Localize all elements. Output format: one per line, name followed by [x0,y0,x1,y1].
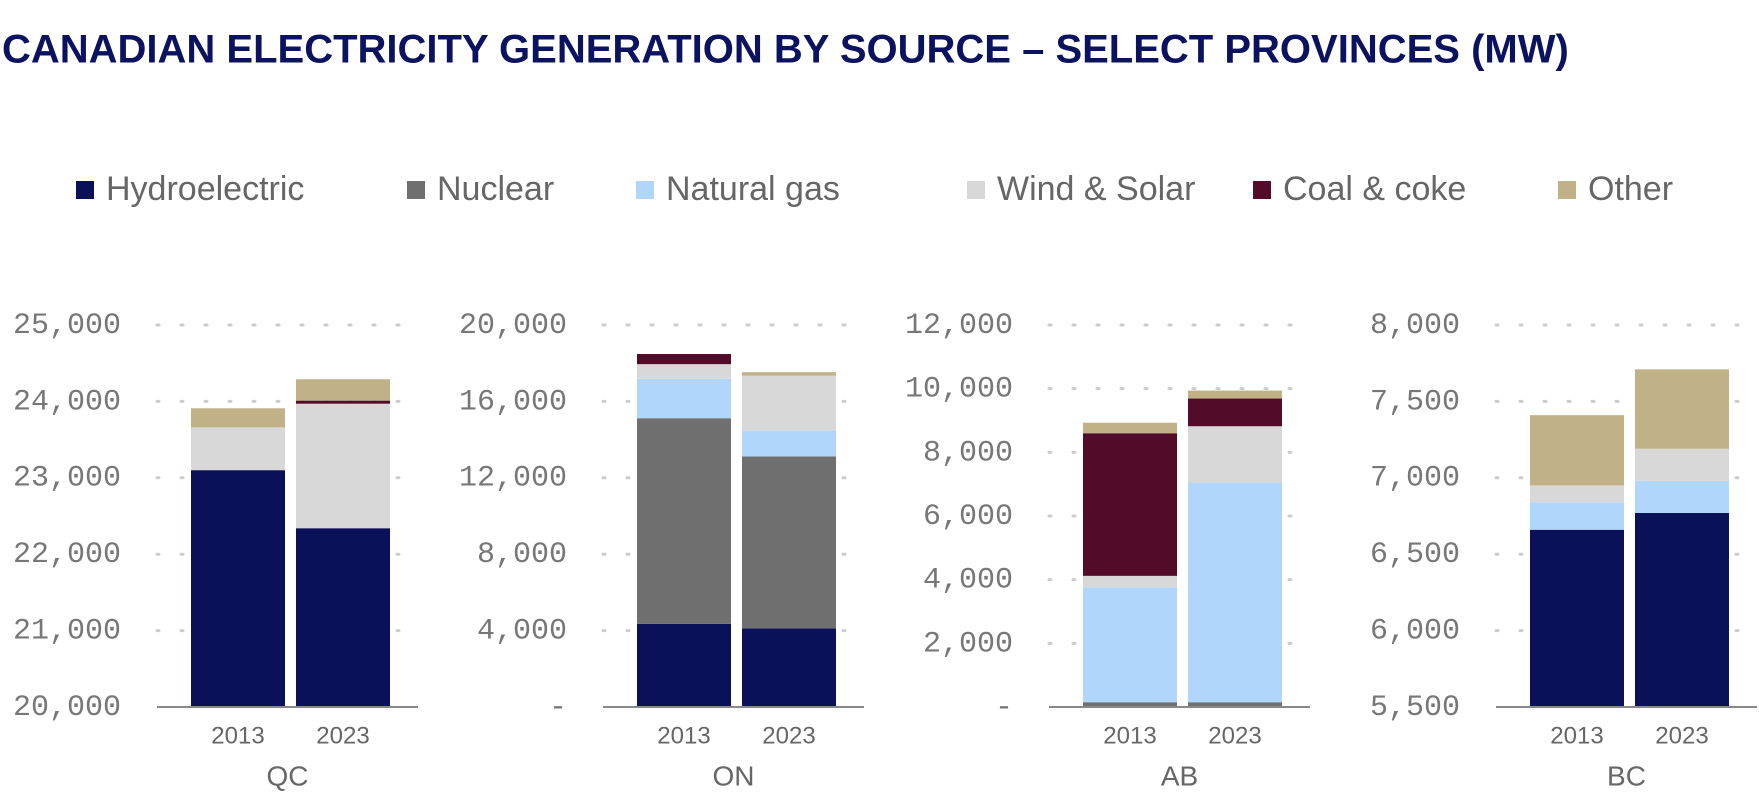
x-tick-label: 2013 [1103,722,1156,749]
y-tick-label: - [995,691,1013,725]
bar-segment [742,430,836,457]
y-tick-label: - [549,691,567,725]
legend-label: Other [1588,170,1673,208]
y-tick-label: 4,000 [477,615,567,649]
bar-segment [1188,482,1282,703]
y-tick-label: 2,000 [923,627,1013,661]
y-tick-label: 6,000 [923,500,1013,534]
y-tick-label: 6,500 [1370,538,1460,572]
legend-label: Coal & coke [1283,170,1466,208]
bar-segment [296,403,390,529]
y-tick-label: 25,000 [13,309,121,343]
bar-segment [1188,426,1282,483]
chart-title: CANADIAN ELECTRICITY GENERATION BY SOURC… [2,28,1569,72]
bar-segment [1635,512,1729,707]
x-axis-label: AB [1161,760,1198,791]
legend-swatch [76,181,94,199]
y-tick-label: 16,000 [459,385,567,419]
bar-segment [637,623,731,707]
y-tick-label: 7,500 [1370,385,1460,419]
bar-segment [637,378,731,419]
bar-segment [1188,702,1282,707]
bar-segment [742,375,836,431]
legend-label: Nuclear [437,170,554,208]
y-tick-label: 20,000 [13,691,121,725]
bar-segment [1530,485,1624,503]
y-tick-label: 5,500 [1370,691,1460,725]
legend-label: Hydroelectric [106,170,304,208]
legend-swatch [407,181,425,199]
x-tick-label: 2023 [1655,722,1708,749]
y-tick-label: 7,000 [1370,462,1460,496]
bar-segment [1083,422,1177,434]
y-tick-label: 8,000 [1370,309,1460,343]
bar-segment [742,372,836,376]
bar-segment [1083,575,1177,588]
bar-segment [191,408,285,428]
x-tick-label: 2013 [1550,722,1603,749]
legend-label: Natural gas [666,170,840,208]
x-tick-label: 2023 [762,722,815,749]
legend-swatch [636,181,654,199]
bar-segment [1188,390,1282,399]
y-tick-label: 4,000 [923,564,1013,598]
bar-segment [1083,702,1177,707]
bar-segment [1635,369,1729,449]
bar-segment [637,418,731,624]
legend-swatch [1558,181,1576,199]
y-tick-label: 22,000 [13,538,121,572]
bar-segment [191,470,285,707]
legend-label: Wind & Solar [997,170,1195,208]
legend-swatch [1253,181,1271,199]
bar-segment [1635,480,1729,513]
bar-segment [1188,398,1282,427]
x-axis-label: QC [267,760,309,791]
y-tick-label: 12,000 [905,309,1013,343]
y-tick-label: 21,000 [13,615,121,649]
y-tick-label: 20,000 [459,309,567,343]
legend-swatch [967,181,985,199]
bar-segment [296,528,390,707]
x-tick-label: 2023 [1208,722,1261,749]
bar-segment [637,364,731,379]
y-tick-label: 12,000 [459,462,567,496]
y-tick-label: 23,000 [13,462,121,496]
y-tick-label: 8,000 [477,538,567,572]
y-tick-label: 24,000 [13,385,121,419]
y-tick-label: 10,000 [905,373,1013,407]
x-tick-label: 2013 [211,722,264,749]
x-tick-label: 2013 [657,722,710,749]
bar-segment [296,400,390,404]
x-axis-label: BC [1607,760,1646,791]
bar-segment [742,628,836,707]
bar-segment [296,379,390,401]
bar-segment [1635,448,1729,481]
x-axis-label: ON [713,760,755,791]
bar-segment [1530,502,1624,530]
bar-segment [1083,587,1177,703]
bar-segment [1083,433,1177,576]
bar-segment [191,427,285,471]
x-tick-label: 2023 [316,722,369,749]
bar-segment [742,456,836,629]
bar-segment [1530,529,1624,707]
bar-segment [1530,415,1624,486]
y-tick-label: 8,000 [923,436,1013,470]
bar-segment [637,354,731,365]
y-tick-label: 6,000 [1370,615,1460,649]
